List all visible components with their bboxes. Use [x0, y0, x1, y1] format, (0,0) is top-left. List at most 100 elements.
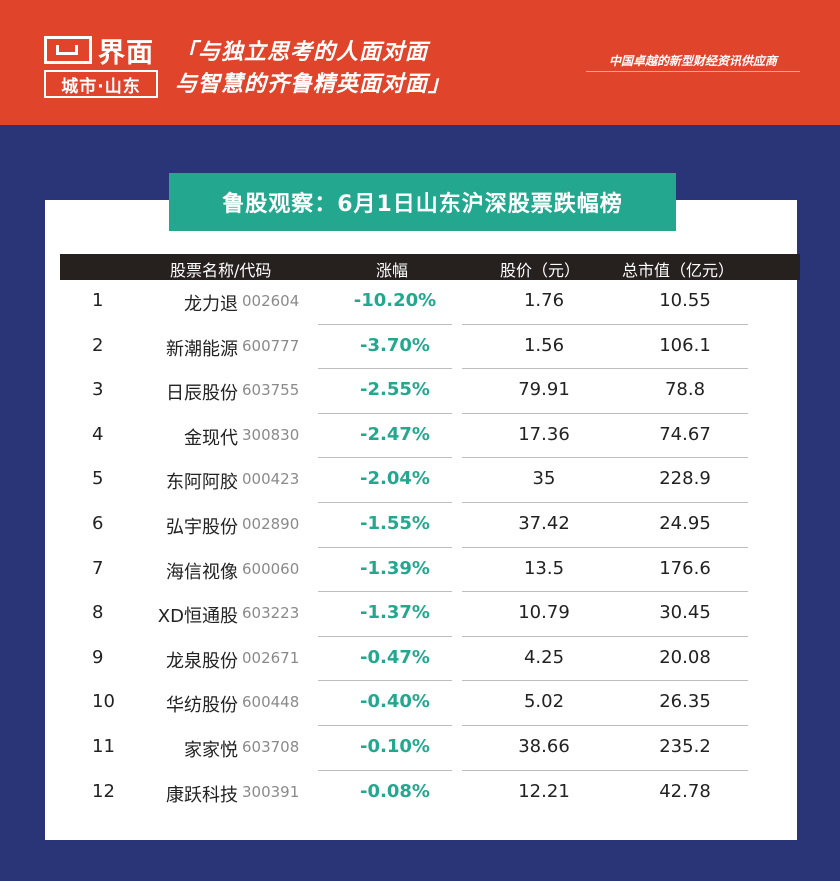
- table-row: 8 XD恒通股 603223 -1.37% 10.79 30.45: [0, 592, 840, 637]
- row-divider: [318, 769, 452, 771]
- table-row: 2 新潮能源 600777 -3.70% 1.56 106.1: [0, 325, 840, 370]
- stock-name: 海信视像: [166, 561, 238, 583]
- stock-code: 002890: [242, 515, 300, 533]
- logo-mark-icon: [44, 36, 92, 64]
- header-banner: 界面 城市·山东 「与独立思考的人面对面 与智慧的齐鲁精英面对面」 中国卓越的新…: [0, 0, 840, 125]
- row-index: 3: [92, 379, 104, 401]
- stock-code: 603708: [242, 738, 300, 756]
- change-percent: -10.20%: [353, 290, 437, 311]
- stock-code: 600448: [242, 693, 300, 712]
- slogan-line-2: 与智慧的齐鲁精英面对面」: [175, 72, 452, 97]
- stock-code: 300830: [242, 425, 300, 444]
- table-row: 4 金现代 300830 -2.47% 17.36 74.67: [0, 414, 840, 459]
- row-index: 9: [92, 646, 104, 668]
- row-divider: [318, 501, 452, 503]
- market-cap: 78.8: [664, 379, 706, 401]
- table-row: 3 日辰股份 603755 -2.55% 79.91 78.8: [0, 369, 840, 414]
- stock-code: 600777: [242, 336, 300, 355]
- stock-name: XD恒通股: [157, 606, 238, 628]
- market-cap: 176.6: [659, 557, 711, 579]
- market-cap: 24.95: [659, 513, 711, 534]
- row-index: 11: [92, 736, 115, 757]
- row-index: 4: [92, 423, 104, 445]
- change-percent: -0.47%: [360, 646, 430, 668]
- stock-name: 东阿阿胶: [166, 472, 238, 494]
- row-divider: [462, 501, 748, 503]
- table-row: 11 家家悦 603708 -0.10% 38.66 235.2: [0, 726, 840, 771]
- row-divider: [318, 724, 452, 726]
- market-cap: 106.1: [659, 334, 711, 356]
- row-divider: [462, 457, 748, 459]
- tagline-divider: [586, 71, 800, 72]
- column-header-change: 涨幅: [376, 261, 409, 280]
- row-divider: [462, 635, 748, 637]
- market-cap: 74.67: [659, 423, 711, 445]
- table-row: 7 海信视像 600060 -1.39% 13.5 176.6: [0, 548, 840, 593]
- row-index: 12: [92, 780, 115, 802]
- stock-price: 1.76: [523, 290, 565, 311]
- row-index: 2: [92, 334, 104, 356]
- stock-price: 38.66: [518, 736, 570, 757]
- tagline: 中国卓越的新型财经资讯供应商: [608, 54, 777, 68]
- change-percent: -0.08%: [360, 780, 430, 802]
- stock-code: 002671: [242, 648, 300, 667]
- stock-price: 5.02: [523, 691, 565, 713]
- change-percent: -0.10%: [360, 736, 430, 757]
- stock-code: 603755: [242, 381, 300, 400]
- stock-name: 龙力退: [184, 294, 238, 315]
- stock-name: 龙泉股份: [166, 650, 238, 672]
- table-header: 股票名称/代码 涨幅 股价（元） 总市值（亿元）: [60, 254, 800, 280]
- row-divider: [318, 412, 452, 414]
- stock-price: 12.21: [518, 780, 570, 802]
- row-index: 5: [92, 468, 104, 490]
- row-divider: [462, 591, 748, 593]
- change-percent: -2.47%: [360, 423, 430, 445]
- stock-code: 600060: [242, 559, 300, 578]
- column-header-market-cap: 总市值（亿元）: [622, 261, 735, 280]
- column-header-name: 股票名称/代码: [170, 261, 272, 280]
- table-row: 5 东阿阿胶 000423 -2.04% 35 228.9: [0, 458, 840, 503]
- change-percent: -2.55%: [360, 379, 430, 401]
- row-divider: [318, 635, 452, 637]
- stock-name: 弘宇股份: [166, 517, 238, 538]
- market-cap: 42.78: [659, 780, 711, 802]
- stock-price: 13.5: [523, 557, 565, 579]
- row-divider: [318, 368, 452, 370]
- change-percent: -1.55%: [360, 513, 430, 534]
- row-divider: [318, 323, 452, 325]
- logo-text: 界面: [98, 37, 154, 69]
- change-percent: -2.04%: [360, 468, 430, 490]
- row-divider: [462, 412, 748, 414]
- stock-name: 新潮能源: [166, 338, 238, 360]
- slogan-line-1: 「与独立思考的人面对面: [175, 40, 429, 65]
- page-title: 鲁股观察：6月1日山东沪深股票跌幅榜: [169, 173, 676, 231]
- stock-code: 000423: [242, 470, 300, 489]
- stock-price: 4.25: [523, 646, 565, 668]
- stock-name: 日辰股份: [166, 383, 238, 405]
- row-divider: [318, 546, 452, 548]
- table-row: 9 龙泉股份 002671 -0.47% 4.25 20.08: [0, 637, 840, 682]
- table-row: 6 弘宇股份 002890 -1.55% 37.42 24.95: [0, 503, 840, 548]
- market-cap: 10.55: [659, 290, 711, 311]
- column-header-price: 股价（元）: [500, 261, 581, 280]
- table-row: 10 华纺股份 600448 -0.40% 5.02 26.35: [0, 681, 840, 726]
- row-divider: [462, 546, 748, 548]
- row-index: 6: [92, 513, 104, 534]
- row-divider: [462, 368, 748, 370]
- row-divider: [462, 724, 748, 726]
- row-index: 8: [92, 602, 104, 624]
- change-percent: -1.37%: [360, 602, 430, 624]
- stock-name: 康跃科技: [166, 784, 238, 806]
- market-cap: 228.9: [659, 468, 711, 490]
- row-index: 7: [92, 557, 104, 579]
- stock-price: 17.36: [518, 423, 570, 445]
- stock-name: 家家悦: [184, 740, 238, 761]
- brand-logo: 界面: [44, 33, 154, 69]
- stock-price: 79.91: [518, 379, 570, 401]
- stock-price: 35: [532, 468, 556, 490]
- change-percent: -3.70%: [360, 334, 430, 356]
- stock-name: 华纺股份: [166, 695, 238, 717]
- row-divider: [318, 457, 452, 459]
- row-divider: [462, 769, 748, 771]
- row-divider: [462, 680, 748, 682]
